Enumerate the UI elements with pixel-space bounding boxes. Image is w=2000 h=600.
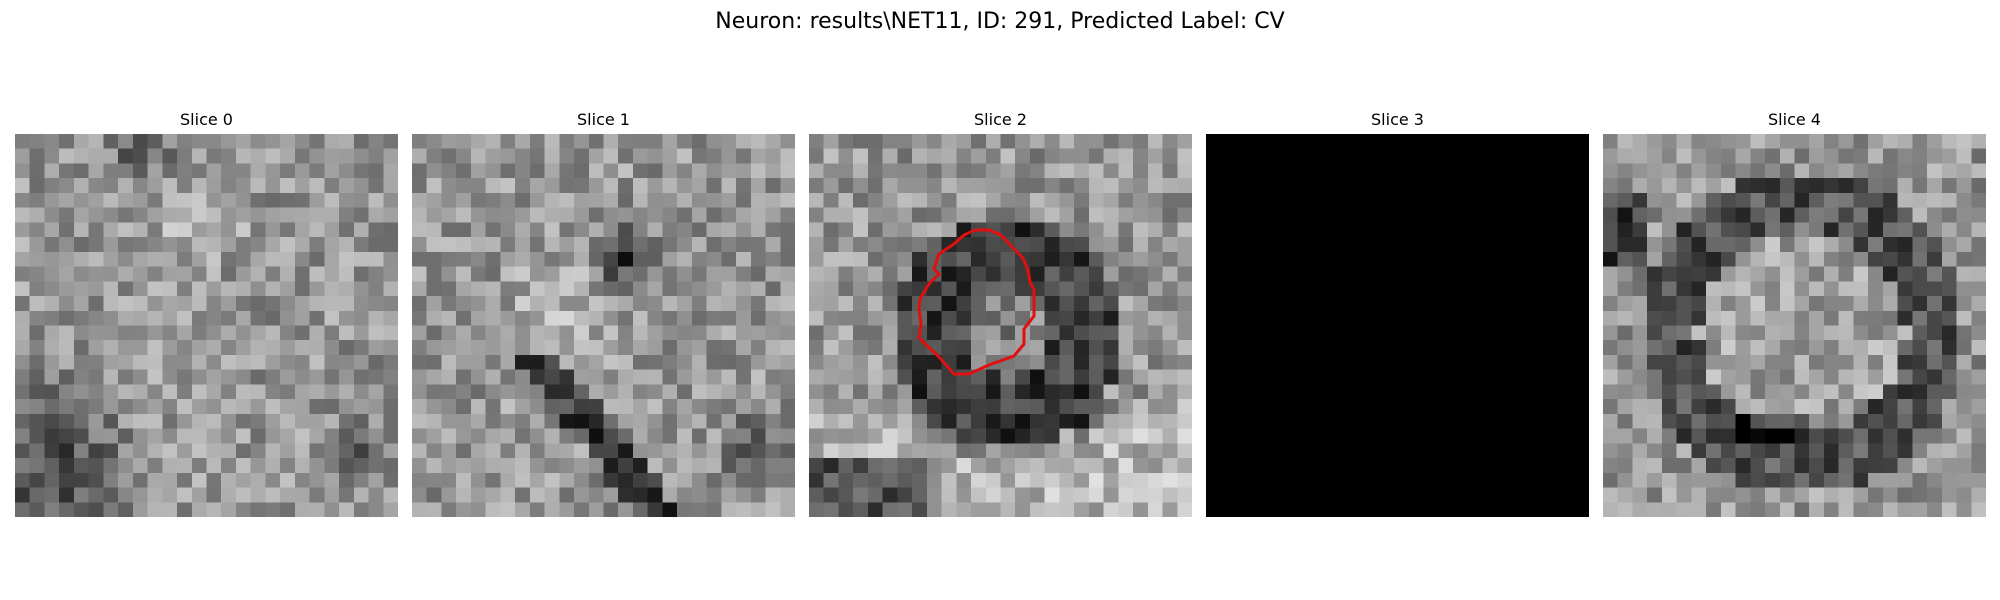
slice-title-0: Slice 0 [180, 110, 233, 129]
slice-image-1 [412, 134, 795, 517]
slice-panel-0: Slice 0 [15, 0, 398, 600]
slice-title-1: Slice 1 [577, 110, 630, 129]
slice-image-4 [1603, 134, 1986, 517]
slice-title-2: Slice 2 [974, 110, 1027, 129]
slice-image-2 [809, 134, 1192, 517]
slice-panel-4: Slice 4 [1603, 0, 1986, 600]
slice-panel-2: Slice 2 [809, 0, 1192, 600]
slice-panel-3: Slice 3 [1206, 0, 1589, 600]
slice-title-4: Slice 4 [1768, 110, 1821, 129]
figure-title: Neuron: results\NET11, ID: 291, Predicte… [715, 9, 1285, 34]
slice-panel-1: Slice 1 [412, 0, 795, 600]
slice-image-0 [15, 134, 398, 517]
slice-image-3 [1206, 134, 1589, 517]
slice-title-3: Slice 3 [1371, 110, 1424, 129]
